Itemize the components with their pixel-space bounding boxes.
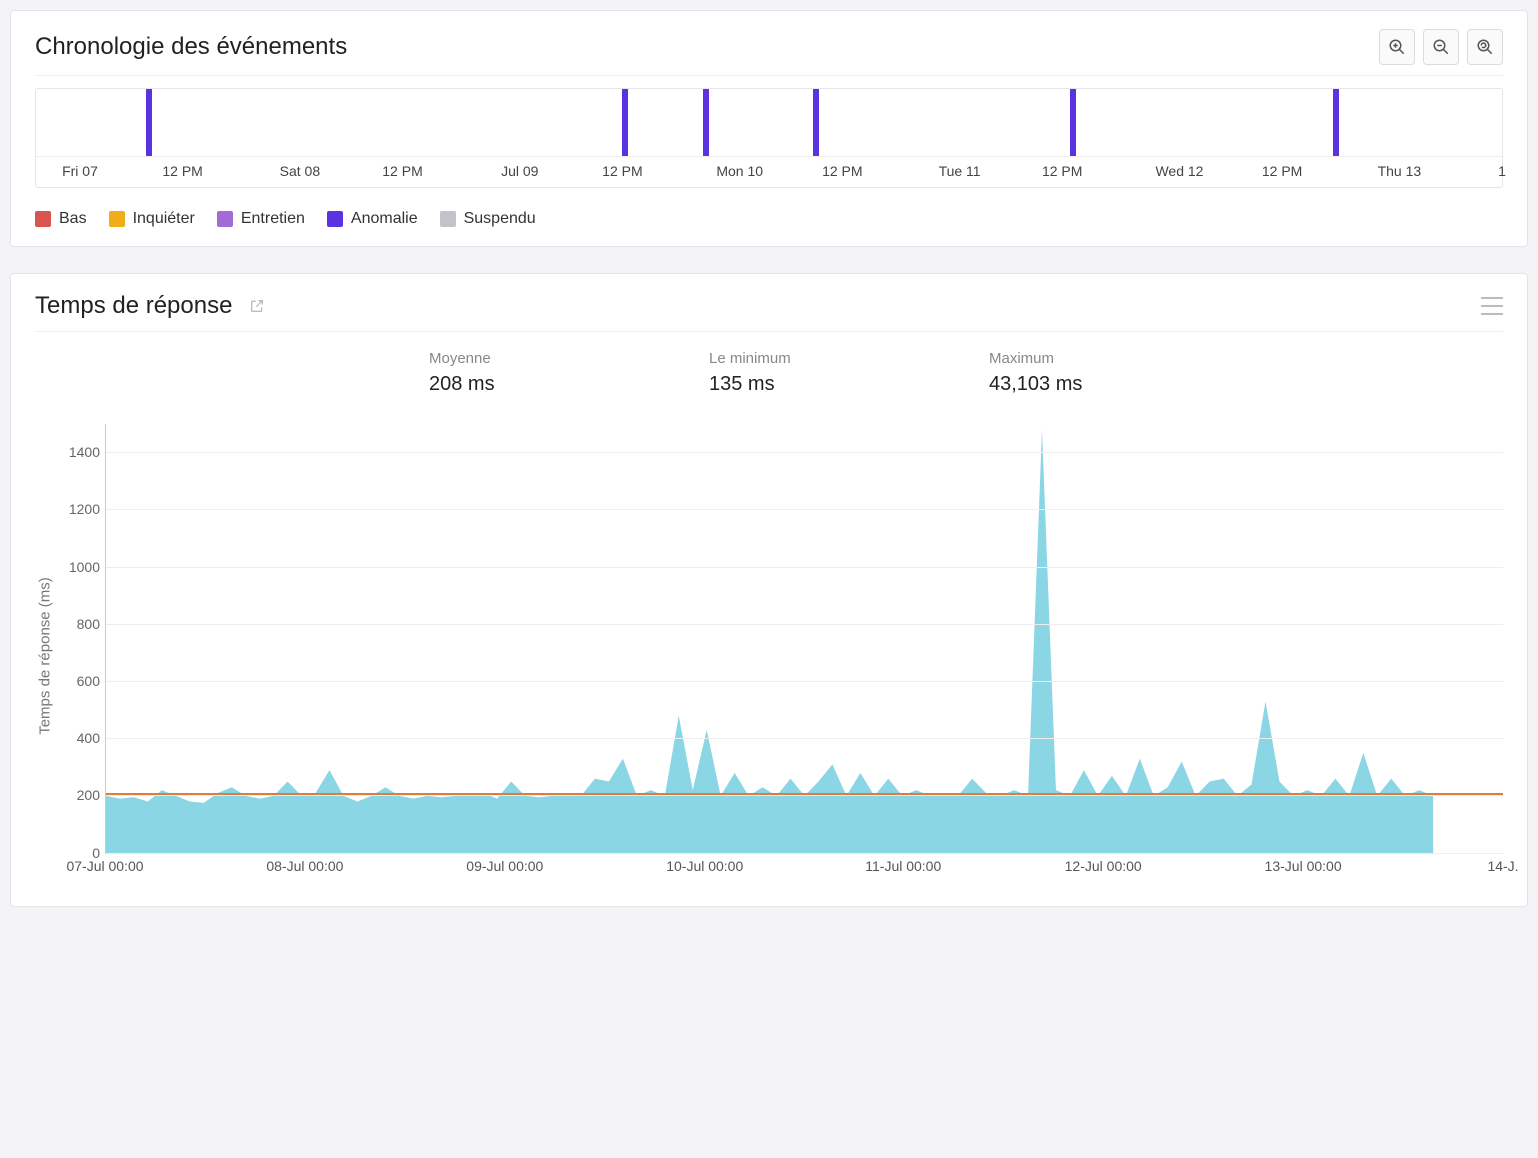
timeline-tick-label: Jul 09 xyxy=(501,163,538,179)
y-axis-title: Temps de réponse (ms) xyxy=(37,577,54,735)
legend-swatch xyxy=(440,211,456,227)
y-tick-label: 1200 xyxy=(56,501,100,517)
response-chart-wrap: Temps de réponse (ms) 020040060080010001… xyxy=(35,424,1503,888)
timeline-title: Chronologie des événements xyxy=(35,33,347,61)
grid-line xyxy=(106,853,1503,854)
response-panel: Temps de réponse Moyenne 208 ms Le minim… xyxy=(10,273,1528,907)
x-tick-label: 09-Jul 00:00 xyxy=(466,858,543,874)
timeline-events-row xyxy=(36,89,1502,157)
timeline-tick-label: Wed 12 xyxy=(1155,163,1203,179)
timeline-event-marker[interactable] xyxy=(703,89,709,156)
legend-swatch xyxy=(109,211,125,227)
timeline-tick-label: 12 PM xyxy=(382,163,422,179)
x-tick-label: 10-Jul 00:00 xyxy=(666,858,743,874)
legend-label: Inquiéter xyxy=(133,210,195,228)
stat-avg-value: 208 ms xyxy=(429,373,549,396)
stat-min: Le minimum 135 ms xyxy=(709,350,829,396)
grid-line xyxy=(106,738,1503,739)
stat-max: Maximum 43,103 ms xyxy=(989,350,1109,396)
legend-item[interactable]: Suspendu xyxy=(440,210,536,228)
legend-item[interactable]: Entretien xyxy=(217,210,305,228)
timeline-tick-label: Tue 11 xyxy=(939,163,981,179)
timeline-chart[interactable]: Fri 07 12 PM Sat 08 12 PM Jul 09 12 PM Mon 10 1… xyxy=(35,88,1503,188)
grid-line xyxy=(106,624,1503,625)
timeline-event-marker[interactable] xyxy=(1333,89,1339,156)
legend-label: Anomalie xyxy=(351,210,418,228)
timeline-tick-label: 12 PM xyxy=(602,163,642,179)
timeline-tick-label: Mon 10 xyxy=(716,163,763,179)
legend-label: Bas xyxy=(59,210,87,228)
y-tick-label: 200 xyxy=(56,787,100,803)
grid-line xyxy=(106,452,1503,453)
timeline-axis: Fri 07 12 PM Sat 08 12 PM Jul 09 12 PM Mon 10 1… xyxy=(36,157,1502,189)
legend-swatch xyxy=(35,211,51,227)
y-tick-label: 400 xyxy=(56,730,100,746)
timeline-legend: Bas Inquiéter Entretien Anomalie Suspendu xyxy=(35,210,1503,228)
x-tick-label: 08-Jul 00:00 xyxy=(266,858,343,874)
area-path xyxy=(106,429,1433,852)
grid-line xyxy=(106,681,1503,682)
zoom-in-button[interactable] xyxy=(1379,29,1415,65)
y-tick-label: 800 xyxy=(56,616,100,632)
y-tick-label: 1400 xyxy=(56,444,100,460)
open-external-icon[interactable] xyxy=(249,293,265,321)
legend-item[interactable]: Anomalie xyxy=(327,210,418,228)
x-tick-label: 12-Jul 00:00 xyxy=(1065,858,1142,874)
x-axis: 07-Jul 00:0008-Jul 00:0009-Jul 00:0010-J… xyxy=(105,858,1503,888)
timeline-tick-label: 12 PM xyxy=(1262,163,1302,179)
grid-line xyxy=(106,509,1503,510)
timeline-event-marker[interactable] xyxy=(813,89,819,156)
x-tick-label: 07-Jul 00:00 xyxy=(66,858,143,874)
zoom-out-icon xyxy=(1432,38,1450,56)
stat-max-label: Maximum xyxy=(989,350,1109,367)
legend-label: Entretien xyxy=(241,210,305,228)
timeline-tick-label: 12 PM xyxy=(1042,163,1082,179)
stat-min-label: Le minimum xyxy=(709,350,829,367)
panel-menu-button[interactable] xyxy=(1481,297,1503,315)
timeline-zoom-controls xyxy=(1379,29,1503,65)
average-line xyxy=(106,793,1503,795)
response-chart[interactable]: 0200400600800100012001400 xyxy=(105,424,1503,854)
timeline-tick-label: Fri 07 xyxy=(62,163,98,179)
area-fill xyxy=(106,424,1503,853)
zoom-out-button[interactable] xyxy=(1423,29,1459,65)
grid-line xyxy=(106,795,1503,796)
timeline-tick-label: 12 PM xyxy=(822,163,862,179)
timeline-tick-label: 12 PM xyxy=(162,163,202,179)
stat-max-value: 43,103 ms xyxy=(989,373,1109,396)
x-tick-label: 11-Jul 00:00 xyxy=(865,858,941,874)
response-stats: Moyenne 208 ms Le minimum 135 ms Maximum… xyxy=(35,350,1503,396)
y-tick-label: 600 xyxy=(56,673,100,689)
zoom-reset-icon xyxy=(1476,38,1494,56)
legend-item[interactable]: Bas xyxy=(35,210,87,228)
timeline-panel: Chronologie des événements Fri 07 12 PM Sa… xyxy=(10,10,1528,247)
x-tick-label: 13-Jul 00:00 xyxy=(1265,858,1342,874)
legend-item[interactable]: Inquiéter xyxy=(109,210,195,228)
y-tick-label: 1000 xyxy=(56,559,100,575)
stat-min-value: 135 ms xyxy=(709,373,829,396)
zoom-reset-button[interactable] xyxy=(1467,29,1503,65)
legend-label: Suspendu xyxy=(464,210,536,228)
timeline-header: Chronologie des événements xyxy=(35,29,1503,76)
x-tick-label: 14-J. xyxy=(1487,858,1518,874)
grid-line xyxy=(106,567,1503,568)
timeline-tick-label: Sat 08 xyxy=(280,163,320,179)
timeline-event-marker[interactable] xyxy=(1070,89,1076,156)
legend-swatch xyxy=(217,211,233,227)
response-header: Temps de réponse xyxy=(35,292,1503,332)
timeline-event-marker[interactable] xyxy=(622,89,628,156)
response-title-text: Temps de réponse xyxy=(35,292,232,319)
zoom-in-icon xyxy=(1388,38,1406,56)
timeline-tick-label: 1 xyxy=(1498,163,1506,179)
timeline-tick-label: Thu 13 xyxy=(1378,163,1422,179)
timeline-event-marker[interactable] xyxy=(146,89,152,156)
stat-avg: Moyenne 208 ms xyxy=(429,350,549,396)
legend-swatch xyxy=(327,211,343,227)
response-title: Temps de réponse xyxy=(35,292,265,321)
stat-avg-label: Moyenne xyxy=(429,350,549,367)
